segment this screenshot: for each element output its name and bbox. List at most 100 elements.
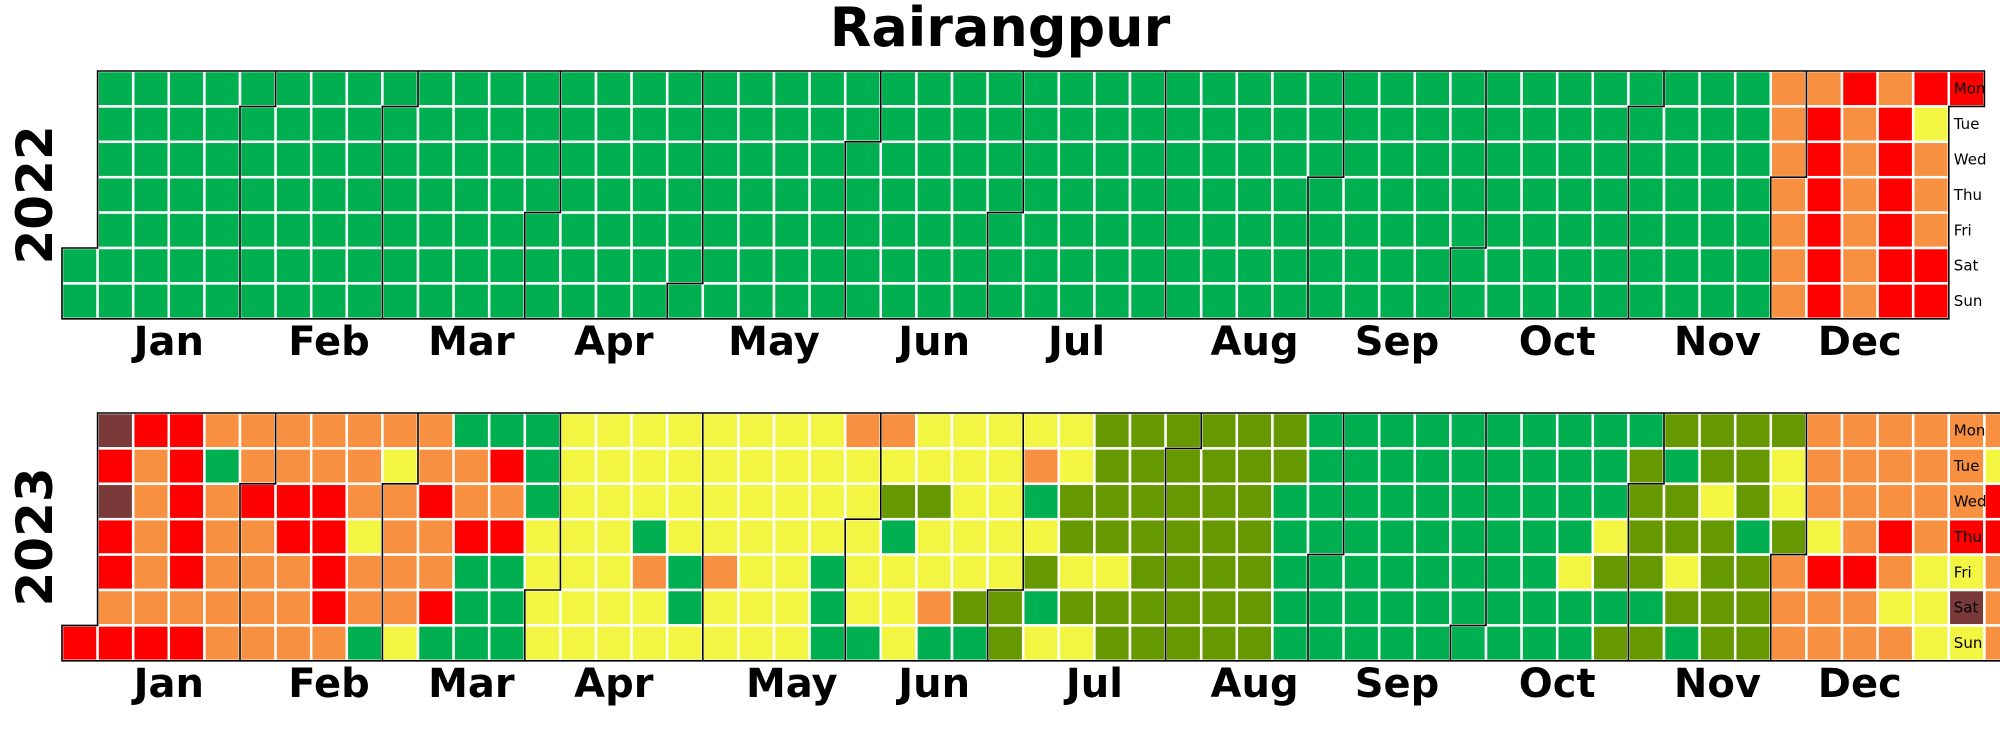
day-cell	[1342, 211, 1381, 250]
day-cell	[737, 553, 776, 592]
day-cell	[1413, 482, 1452, 521]
day-cell	[523, 411, 562, 450]
day-cell	[1769, 175, 1808, 214]
day-cell	[665, 69, 705, 108]
day-cell	[1128, 588, 1167, 627]
day-cell	[1876, 482, 1915, 521]
day-cell	[808, 588, 847, 627]
day-cell	[1199, 175, 1239, 214]
day-cell	[1199, 140, 1239, 179]
day-cell	[416, 69, 455, 108]
day-cell	[96, 211, 135, 250]
day-cell	[1306, 517, 1345, 556]
day-cell	[986, 105, 1025, 144]
day-cell	[559, 246, 598, 285]
day-cell	[1698, 447, 1737, 486]
day-cell	[665, 282, 705, 321]
day-cell	[1627, 553, 1666, 592]
day-cell	[416, 482, 455, 521]
day-cell	[345, 482, 384, 521]
day-cell	[630, 246, 669, 285]
day-cell	[772, 175, 811, 214]
day-cell	[772, 69, 811, 108]
day-cell	[1876, 175, 1915, 214]
weekday-label: Mon	[1954, 80, 1986, 98]
day-cell	[1093, 411, 1132, 450]
day-cell	[1840, 447, 1879, 486]
day-cell	[1627, 246, 1666, 285]
day-cell	[1342, 175, 1381, 214]
day-cell	[487, 69, 527, 108]
day-cell	[487, 105, 527, 144]
day-cell	[203, 553, 242, 592]
day-cell	[630, 105, 669, 144]
day-cell	[1128, 624, 1167, 663]
day-cell	[1306, 211, 1345, 250]
day-cell	[1164, 517, 1203, 556]
weekday-label: Thu	[1953, 186, 1982, 204]
day-cell	[737, 105, 776, 144]
day-cell	[381, 69, 420, 108]
day-cell	[1911, 517, 1951, 556]
day-cell	[1911, 282, 1951, 321]
day-cell	[1128, 411, 1167, 450]
day-cell	[665, 211, 705, 250]
day-cell	[1591, 69, 1630, 108]
day-cell	[986, 211, 1025, 250]
day-cell	[1057, 175, 1096, 214]
day-cell	[1769, 211, 1808, 250]
day-cell	[808, 624, 847, 663]
day-cell	[309, 246, 349, 285]
day-cell	[1805, 517, 1844, 556]
day-cell	[345, 624, 384, 663]
day-cell	[879, 447, 918, 486]
day-cell	[986, 282, 1025, 321]
day-cell	[1057, 553, 1096, 592]
day-cell	[1805, 140, 1844, 179]
day-cell	[1093, 246, 1132, 285]
day-cell	[309, 482, 349, 521]
day-cell	[1128, 553, 1167, 592]
day-cell	[1805, 447, 1844, 486]
day-cell	[1484, 588, 1523, 627]
day-cell	[1733, 175, 1773, 214]
day-cell	[594, 140, 633, 179]
day-cell	[737, 447, 776, 486]
day-cell	[915, 140, 954, 179]
day-cell	[1662, 175, 1701, 214]
day-cell	[1698, 624, 1737, 663]
day-cell	[1235, 175, 1274, 214]
day-cell	[1164, 211, 1203, 250]
month-boundary	[381, 413, 419, 661]
day-cell	[1128, 282, 1167, 321]
day-cell	[630, 69, 669, 108]
day-cell	[1555, 624, 1595, 663]
day-cell	[1449, 175, 1488, 214]
day-cell	[1840, 175, 1879, 214]
calendar-panels: 2022 Mon Tue Wed Thu Fri Sat Sun Jan Feb Mar Apr May…	[6, 69, 2000, 707]
day-cell	[309, 140, 349, 179]
day-cell	[203, 175, 242, 214]
day-cell	[772, 140, 811, 179]
month-label: Apr	[574, 661, 654, 707]
day-cell	[950, 246, 989, 285]
day-cell	[737, 246, 776, 285]
day-cell	[772, 447, 811, 486]
day-cell	[1413, 282, 1452, 321]
day-cell	[1413, 411, 1452, 450]
day-cell	[1449, 517, 1488, 556]
day-cell	[1021, 447, 1061, 486]
day-cell	[879, 517, 918, 556]
day-cell	[559, 282, 598, 321]
day-cell	[416, 588, 455, 627]
day-cell	[487, 246, 527, 285]
day-cell	[309, 553, 349, 592]
day-cell	[594, 282, 633, 321]
month-boundaries	[239, 71, 1808, 319]
day-cell	[1733, 624, 1773, 663]
weekday-label: Sun	[1954, 292, 1983, 310]
weekday-label: Sun	[1954, 634, 1983, 652]
calendar-panel-2022: 2022 Mon Tue Wed Thu Fri Sat Sun Jan Feb Mar Apr May…	[6, 69, 1987, 365]
day-cell	[131, 411, 171, 450]
day-cell	[238, 140, 277, 179]
